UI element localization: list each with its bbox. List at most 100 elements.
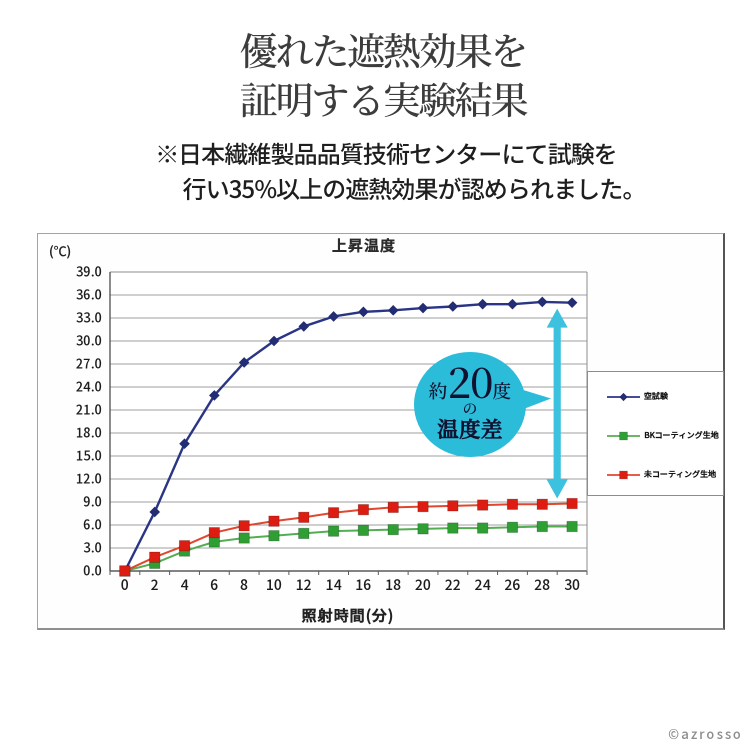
temperature-difference-balloon: 約20度 の 温度差 [414, 352, 526, 457]
marker-square [477, 499, 489, 511]
marker-square [387, 523, 399, 536]
legend-label: 空試験 [644, 391, 668, 402]
y-tick-label: 39.0 [76, 262, 102, 281]
marker-square [178, 540, 191, 552]
marker-square [619, 470, 628, 479]
marker-square [327, 507, 340, 519]
marker-square [447, 500, 459, 512]
chart-legend: 空試験 BKコーティング生地 未コーティング生地 [587, 371, 724, 496]
legend-label: 未コーティング生地 [644, 469, 716, 480]
x-tick-label: 22 [445, 575, 461, 595]
legend-sample-marker [619, 392, 628, 401]
balloon-line1: 約20度 [429, 360, 512, 401]
balloon-line3: 温度差 [436, 413, 503, 445]
marker-diamond [477, 298, 488, 310]
x-tick-label: 2 [151, 575, 159, 595]
marker-square [268, 530, 280, 542]
marker-diamond [387, 305, 399, 316]
x-tick-label: 28 [534, 575, 550, 595]
x-tick-label: 16 [355, 575, 371, 595]
marker-diamond [566, 297, 578, 308]
marker-diamond [209, 390, 220, 401]
marker-diamond [179, 438, 190, 450]
y-tick-label: 9.0 [83, 492, 102, 511]
copyright-watermark: ©azrosso [668, 724, 743, 743]
y-tick-label: 3.0 [83, 538, 102, 557]
marker-square [387, 501, 399, 513]
legend-sample [607, 392, 640, 401]
page-title-line1: 優れた遮熱効果を [239, 21, 529, 76]
marker-square [536, 520, 548, 533]
marker-diamond [536, 296, 548, 308]
y-tick-label: 15.0 [76, 446, 102, 465]
x-tick-label: 30 [564, 575, 580, 595]
marker-diamond [268, 335, 280, 347]
marker-diamond [149, 506, 161, 518]
y-axis-unit-label: (℃) [49, 241, 72, 260]
x-tick-label: 6 [210, 575, 218, 595]
legend-entry-空試験: 空試験 [607, 391, 723, 403]
marker-diamond [358, 306, 369, 318]
series-空試験 [119, 296, 578, 577]
marker-square [238, 532, 250, 544]
marker-square [298, 527, 310, 540]
legend-sample [607, 431, 640, 440]
x-tick-label: 26 [504, 575, 520, 595]
marker-square [447, 522, 459, 534]
balloon-20: 20 [447, 351, 494, 411]
series-未コーティング生地 [119, 497, 578, 577]
page-title-line2: 証明する実験結果 [239, 70, 529, 125]
series-line [124, 525, 573, 572]
legend-entry-BKコーティング生地: BKコーティング生地 [607, 430, 723, 442]
marker-square [327, 525, 340, 537]
marker-square [268, 515, 280, 527]
y-tick-label: 18.0 [76, 423, 102, 442]
series-line [123, 300, 573, 572]
marker-square [566, 520, 578, 533]
marker-diamond [238, 357, 250, 368]
y-tick-label: 12.0 [76, 469, 102, 488]
series-line [124, 502, 573, 572]
legend-sample-marker [619, 470, 628, 479]
marker-diamond [619, 392, 628, 401]
marker-diamond [298, 321, 310, 332]
x-tick-label: 20 [415, 575, 431, 595]
marker-square [619, 431, 628, 440]
marker-square [119, 565, 131, 577]
marker-square [506, 521, 519, 533]
x-tick-label: 24 [475, 575, 491, 595]
marker-diamond [447, 301, 459, 312]
legend-sample [607, 470, 640, 479]
legend-label: BKコーティング生地 [644, 430, 719, 441]
marker-square [417, 500, 429, 513]
x-tick-label: 14 [326, 575, 342, 595]
marker-diamond [507, 298, 518, 310]
marker-diamond [328, 311, 339, 322]
legend-sample-marker [619, 431, 628, 440]
series-BKコーティング生地 [119, 520, 578, 577]
page-title: 優れた遮熱効果を 証明する実験結果 [8, 24, 750, 122]
marker-square [477, 522, 489, 534]
marker-square [566, 497, 578, 510]
y-tick-label: 33.0 [76, 308, 102, 327]
x-tick-label: 4 [181, 575, 189, 595]
marker-square [417, 523, 429, 535]
marker-square [208, 527, 220, 539]
page-subtitle: ※日本繊維製品品質技術センターにて試験を 行い35%以上の遮熱効果が認められました… [0, 135, 750, 205]
marker-square [357, 504, 370, 516]
marker-square [536, 498, 548, 510]
page-subtitle-line2: 行い35%以上の遮熱効果が認められました。 [182, 169, 647, 205]
experiment-line-chart: 0.0 3.0 6.0 9.0 12.0 15.0 18.0 21.0 24.0 27.0 30.0… [37, 233, 725, 630]
marker-diamond [417, 302, 429, 314]
balloon-approx: 約 [428, 377, 448, 405]
marker-square [357, 524, 370, 536]
page-subtitle-line1: ※日本繊維製品品質技術センターにて試験を [155, 135, 618, 170]
x-tick-label: 18 [385, 575, 401, 595]
x-tick-label: 0 [121, 575, 129, 595]
marker-square [506, 498, 519, 510]
y-tick-label: 21.0 [76, 400, 102, 419]
y-tick-label: 0.0 [83, 561, 102, 580]
marker-square [298, 511, 310, 523]
y-tick-label: 36.0 [76, 285, 102, 304]
balloon-degree: 度 [492, 377, 512, 405]
